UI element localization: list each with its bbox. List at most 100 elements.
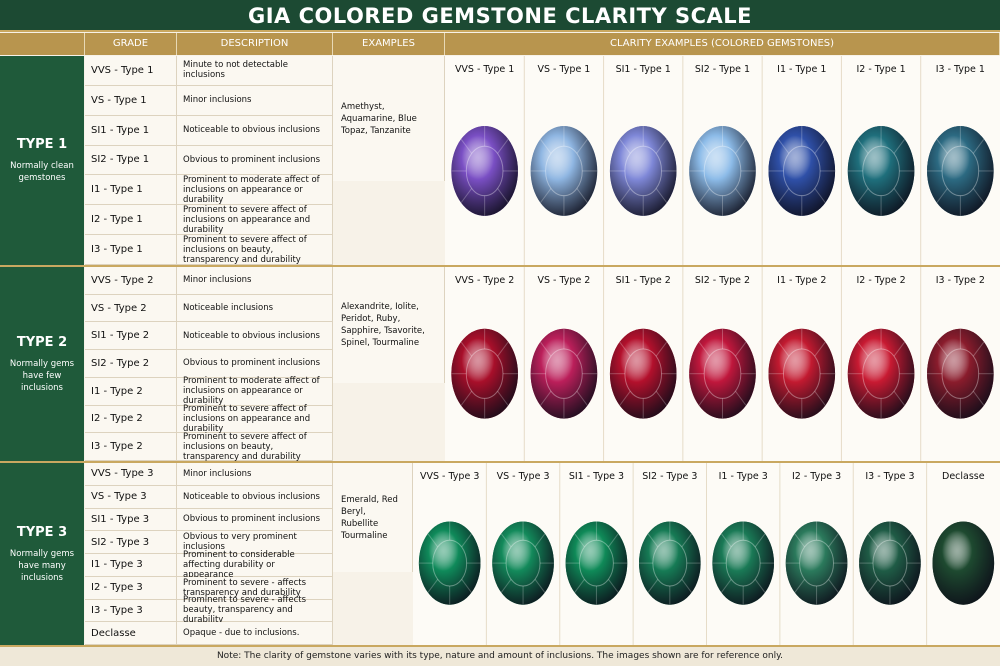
gem-facet: [735, 188, 747, 204]
type-subtitle: Normally clean gemstones: [10, 161, 74, 183]
grade: SI2 - Type 2: [85, 350, 177, 378]
gem-facet: [698, 138, 710, 154]
section-divider: [0, 265, 1000, 267]
gem-facet: [857, 188, 869, 204]
gem-facet: [497, 188, 509, 204]
gem-facet: [828, 533, 839, 548]
gem-label: I3 - Type 1: [935, 64, 985, 75]
gem-table: [941, 348, 980, 399]
gem-facet: [460, 390, 473, 406]
gem-facet: [460, 138, 473, 154]
gem-table: [545, 348, 583, 399]
gem-facet: [814, 390, 826, 406]
gem-facet: [777, 138, 790, 154]
gem-facet: [619, 188, 631, 204]
description: Prominent to severe affect of inclusions…: [177, 235, 333, 265]
clarity-panel: VVS - Type 3 VS - Type 3 SI1 - Type 3 SI2 -…: [413, 463, 1000, 645]
gem-table: [432, 539, 468, 587]
gem-facet: [936, 188, 948, 204]
gem-facet: [901, 578, 913, 593]
gem-facet: [608, 578, 619, 593]
gem-facet: [574, 578, 585, 593]
gem-facet: [735, 138, 747, 154]
description: Minor inclusions: [177, 267, 333, 295]
description: Prominent to severe affect of inclusions…: [177, 404, 333, 434]
gem-facet: [794, 578, 805, 593]
gem-facet: [893, 341, 906, 357]
gem-table: [703, 145, 742, 197]
header-cell: EXAMPLES: [333, 33, 445, 55]
type-subtitle: Normally gems have few inclusions: [9, 358, 75, 393]
gem: [451, 328, 518, 419]
examples: Amethyst, Aquamarine, Blue Topaz, Tanzan…: [333, 56, 445, 182]
gem-facet: [574, 533, 585, 548]
gem-facet: [794, 533, 805, 548]
gem-facet: [497, 341, 509, 357]
gem-table: [782, 348, 821, 399]
gem-facet: [576, 188, 588, 204]
gem: [927, 328, 994, 419]
header-cell: GRADE: [85, 33, 177, 55]
gem: [847, 328, 915, 419]
gem-label: SI1 - Type 2: [615, 275, 671, 286]
gem-facet: [698, 341, 710, 357]
grade: SI2 - Type 1: [85, 145, 177, 176]
gem-table: [862, 348, 900, 399]
gem-facet: [576, 390, 588, 406]
gem: [932, 521, 995, 605]
grade: Declasse: [85, 622, 177, 645]
gem: [768, 328, 836, 419]
gem-facet: [576, 341, 588, 357]
gem-facet: [867, 533, 879, 548]
gem-label: SI2 - Type 3: [642, 471, 698, 482]
description: Minor inclusions: [177, 85, 333, 116]
grade: I2 - Type 1: [85, 205, 177, 236]
gem-facet: [754, 578, 766, 593]
gem-facet: [777, 341, 790, 357]
gem-label: SI2 - Type 2: [694, 275, 751, 286]
gem-label: SI1 - Type 3: [568, 471, 625, 482]
gem-facet: [893, 188, 906, 204]
description: Minute to not detectable inclusions: [177, 56, 333, 86]
gem-table: [703, 348, 742, 399]
description: Noticeable to obvious inclusions: [177, 322, 333, 351]
grade: I2 - Type 3: [85, 576, 177, 600]
gem-facet: [972, 138, 985, 154]
grade: I1 - Type 2: [85, 377, 177, 406]
gem: [565, 521, 628, 605]
gem-table: [465, 348, 504, 399]
gem-facet: [936, 390, 948, 406]
gem-label: I3 - Type 3: [865, 471, 915, 482]
description: Prominent to moderate affect of inclusio…: [177, 376, 333, 406]
gem-label: I1 - Type 3: [718, 471, 768, 482]
type-subtitle: Normally gems have many inclusions: [9, 548, 75, 583]
gem-label: SI2 - Type 1: [694, 64, 751, 75]
description: Minor inclusions: [177, 463, 333, 486]
gem-facet: [698, 188, 710, 204]
gem-label: SI1 - Type 1: [615, 64, 671, 75]
gem-facet: [681, 533, 693, 548]
header-cell: DESCRIPTION: [177, 33, 333, 55]
gem-facet: [720, 533, 732, 548]
gem-facet: [655, 138, 668, 154]
grade: VS - Type 2: [85, 294, 177, 323]
gem-facet: [777, 390, 790, 406]
gem-label: I2 - Type 2: [856, 275, 906, 286]
gem-table: [799, 539, 835, 587]
gem-label: VS - Type 3: [496, 471, 550, 482]
grade: VS - Type 1: [85, 85, 177, 116]
gem: [492, 521, 554, 605]
gem-facet: [972, 390, 985, 406]
gem: [712, 521, 775, 605]
gem-facet: [754, 533, 766, 548]
gem-facet: [647, 578, 659, 593]
gem-facet: [857, 390, 869, 406]
gem-label: VVS - Type 2: [454, 275, 515, 286]
grade: VVS - Type 3: [85, 463, 177, 486]
gem-table: [782, 145, 821, 197]
gem-facet: [655, 341, 668, 357]
gem-label: Declasse: [942, 471, 985, 482]
gem-label: I1 - Type 2: [777, 275, 827, 286]
gem-table: [624, 348, 663, 399]
gem-facet: [901, 533, 913, 548]
